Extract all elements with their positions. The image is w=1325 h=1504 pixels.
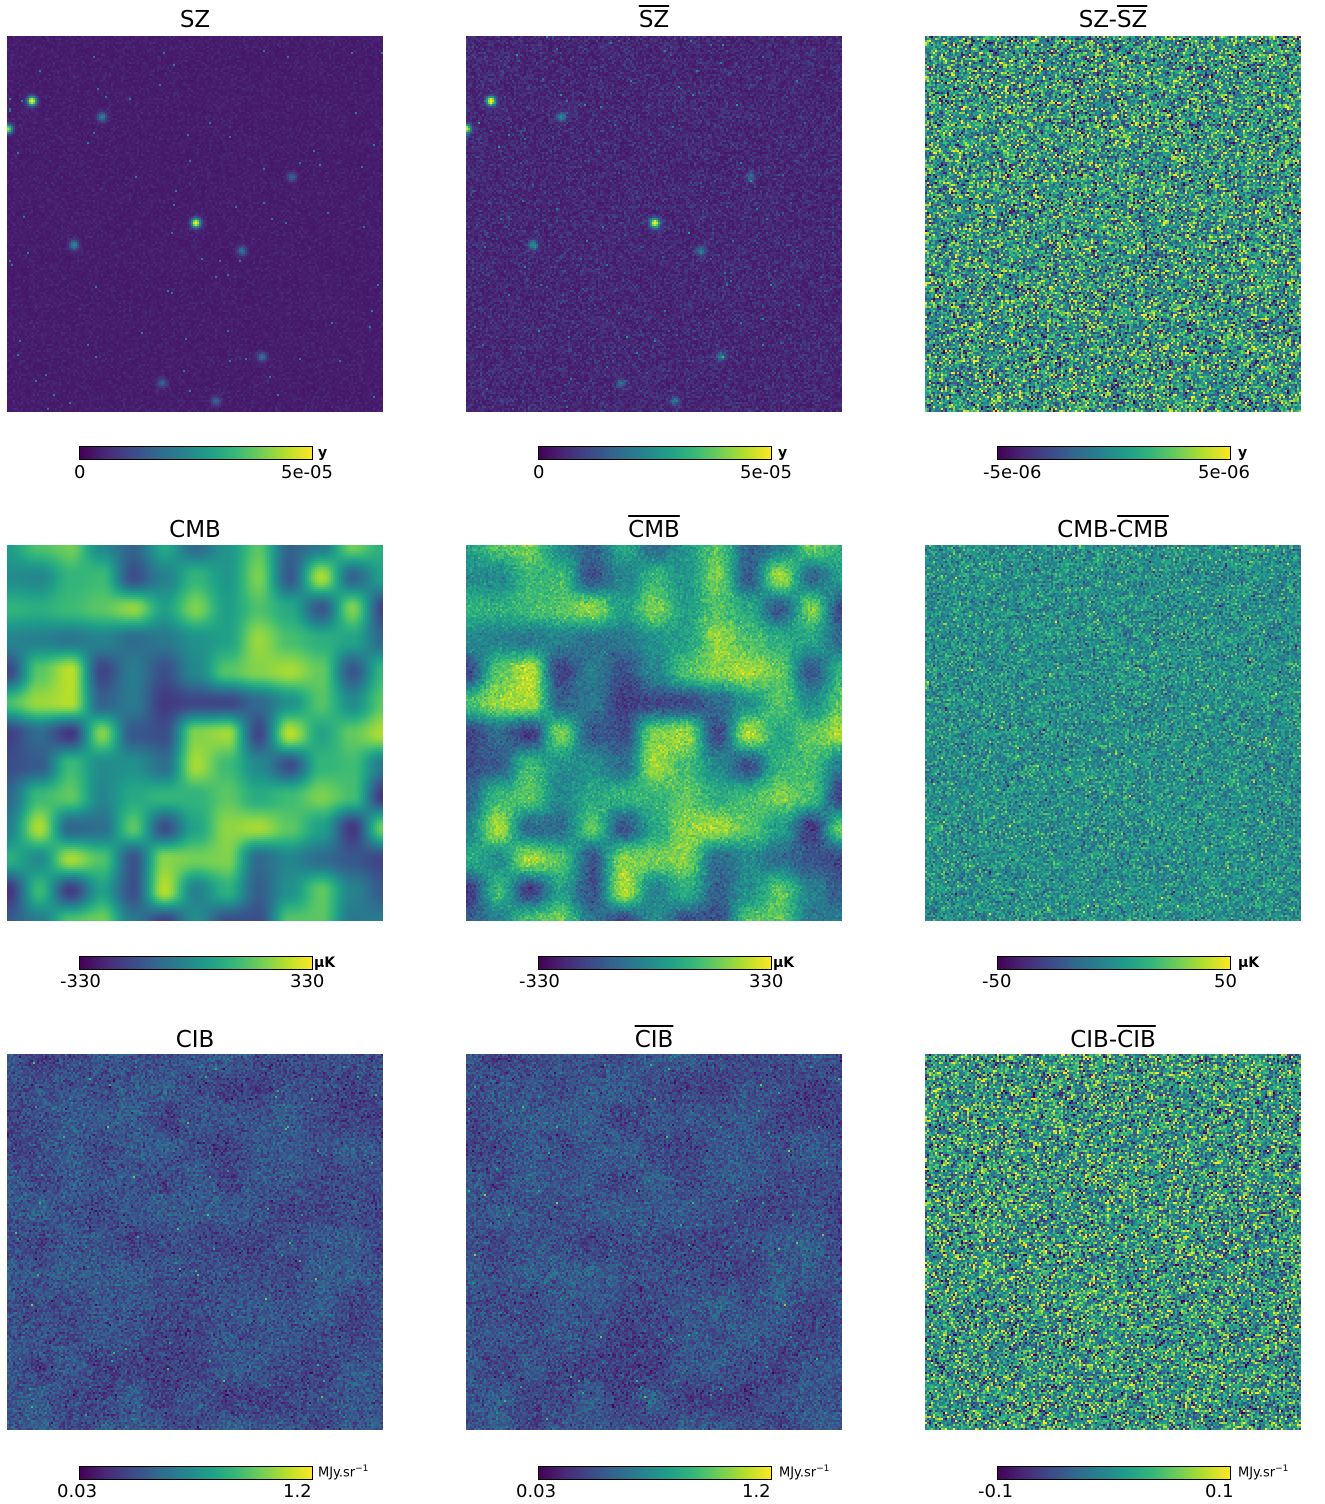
colorbar-min-label: 0	[74, 462, 86, 483]
colorbar-unit: μK	[1238, 955, 1260, 971]
colorbar-unit: y	[1238, 445, 1248, 461]
colorbar-max-label: 5e-05	[740, 462, 792, 483]
colorbar	[538, 956, 772, 970]
panel-title: CMB	[169, 517, 221, 543]
colorbar-max-label: 0.1	[1205, 1481, 1234, 1502]
cib-map-image	[7, 1054, 383, 1430]
panel-title: CIB	[175, 1027, 215, 1053]
colorbar-min-label: -330	[519, 971, 560, 992]
colorbar	[538, 1466, 772, 1480]
colorbar	[79, 446, 313, 460]
colorbar	[997, 1466, 1231, 1480]
cib-bar-map-image	[466, 1054, 842, 1430]
panel-title: SZ	[638, 7, 670, 33]
panel-title: CIB-CIB	[1070, 1027, 1156, 1053]
colorbar-unit: MJy.sr−1	[779, 1464, 830, 1481]
colorbar	[79, 1466, 313, 1480]
colorbar-unit: MJy.sr−1	[318, 1464, 369, 1481]
sz-diff-map-image	[925, 36, 1301, 412]
cib-diff-map-image	[925, 1054, 1301, 1430]
colorbar-unit: y	[318, 445, 328, 461]
colorbar-max-label: 50	[1214, 971, 1237, 992]
colorbar	[538, 446, 772, 460]
panel-title: CMB	[628, 517, 680, 543]
colorbar-min-label: 0.03	[57, 1481, 98, 1502]
sz-map-image	[7, 36, 383, 412]
colorbar-min-label: 0.03	[516, 1481, 557, 1502]
colorbar-min-label: -50	[982, 971, 1012, 992]
sz-bar-map-image	[466, 36, 842, 412]
colorbar-max-label: 330	[749, 971, 784, 992]
colorbar-max-label: 330	[290, 971, 325, 992]
panel-title: CMB-CMB	[1057, 517, 1169, 543]
colorbar-min-label: 0	[533, 462, 545, 483]
colorbar-max-label: 5e-05	[281, 462, 333, 483]
panel-title: CIB	[634, 1027, 674, 1053]
colorbar	[997, 446, 1231, 460]
cmb-diff-map-image	[925, 545, 1301, 921]
colorbar-max-label: 1.2	[742, 1481, 771, 1502]
colorbar-min-label: -5e-06	[983, 462, 1042, 483]
colorbar	[79, 956, 313, 970]
cmb-map-image	[7, 545, 383, 921]
colorbar-unit: y	[778, 445, 788, 461]
panel-title: SZ	[179, 7, 211, 33]
colorbar-min-label: -330	[60, 971, 101, 992]
colorbar-unit: μK	[773, 955, 795, 971]
colorbar-max-label: 5e-06	[1198, 462, 1250, 483]
colorbar-min-label: -0.1	[978, 1481, 1014, 1502]
colorbar-max-label: 1.2	[283, 1481, 312, 1502]
colorbar	[997, 956, 1231, 970]
cmb-bar-map-image	[466, 545, 842, 921]
colorbar-unit: MJy.sr−1	[1238, 1464, 1289, 1481]
colorbar-unit: μK	[314, 955, 336, 971]
panel-title: SZ-SZ	[1078, 7, 1148, 33]
